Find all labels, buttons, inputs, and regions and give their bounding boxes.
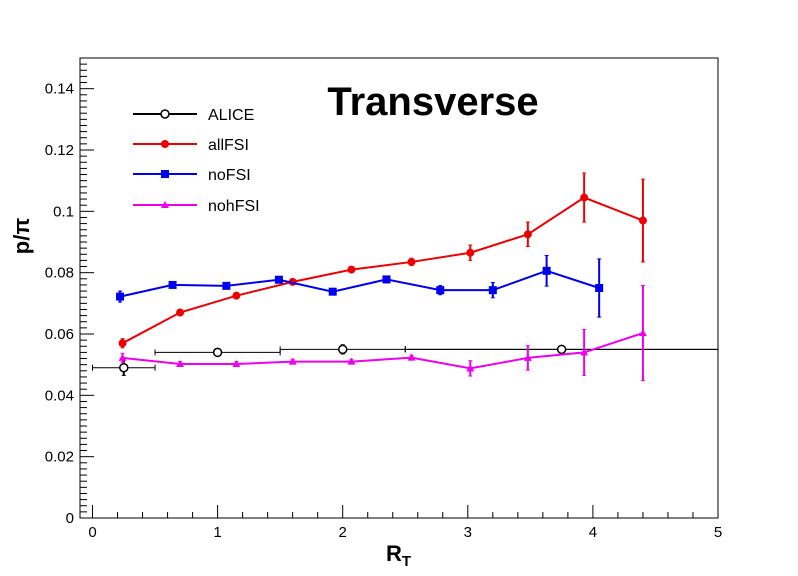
y-axis-title: p/π [9, 218, 34, 255]
series-nofsi [116, 254, 604, 318]
data-point [118, 339, 127, 348]
data-point [638, 329, 647, 337]
data-point [407, 353, 416, 361]
x-tick-label: 4 [589, 524, 597, 541]
axes: 0 1 2 3 4 5 0 0.02 0.04 0.06 0.08 0.1 0.12 0.14 [45, 63, 722, 541]
data-point [556, 344, 567, 355]
data-point [119, 362, 129, 373]
series-line-allfsi [122, 196, 644, 345]
data-point [288, 357, 297, 365]
y-tick-label: 0.06 [45, 326, 74, 343]
data-point [274, 275, 283, 284]
data-point [436, 286, 445, 295]
legend: ALICE allFSI noFSI nohFSI [133, 107, 260, 215]
series-layer [92, 172, 719, 382]
data-point [222, 281, 231, 290]
data-point [580, 193, 589, 202]
data-point [466, 248, 475, 257]
chart-title: Transverse [327, 80, 538, 124]
data-point [328, 287, 337, 296]
data-point [116, 292, 125, 301]
legend-marker-nofsi [161, 170, 169, 178]
data-point [347, 357, 356, 365]
data-point [176, 308, 185, 317]
data-point [488, 286, 497, 295]
series-allfsi [118, 172, 647, 349]
legend-label-alice: ALICE [208, 107, 254, 124]
data-point [595, 284, 604, 292]
series-alice [92, 344, 719, 376]
y-tick-label: 0.1 [53, 203, 74, 220]
legend-label-nofsi: noFSI [208, 167, 251, 184]
x-tick-label: 2 [339, 524, 347, 541]
series-line-nofsi [119, 269, 600, 298]
data-point [232, 360, 241, 368]
y-tick-label: 0.12 [45, 142, 74, 159]
y-tick-label: 0.04 [45, 387, 74, 404]
legend-label-allfsi: allFSI [208, 137, 249, 154]
series-nohfsi [118, 285, 647, 382]
x-tick-label: 3 [464, 524, 472, 541]
x-tick-label: 0 [88, 524, 96, 541]
y-tick-label: 0.14 [45, 81, 74, 98]
data-point [542, 266, 551, 275]
data-point [523, 230, 532, 239]
data-point [347, 265, 356, 274]
data-point [176, 360, 185, 368]
data-point [523, 353, 532, 361]
legend-marker-alice [160, 109, 170, 119]
data-point [407, 257, 416, 266]
data-point [638, 216, 647, 225]
series-line-nohfsi [122, 332, 644, 370]
y-tick-label: 0.02 [45, 449, 74, 466]
plot-frame [79, 57, 719, 519]
data-point [580, 348, 589, 356]
data-point [232, 291, 241, 300]
legend-marker-allfsi [161, 140, 169, 148]
x-axis-title-main: R [386, 541, 402, 566]
data-point [168, 280, 177, 289]
x-axis-title-sub: T [402, 553, 411, 570]
y-tick-label: 0.08 [45, 265, 74, 282]
data-point [382, 275, 391, 284]
data-point [212, 347, 223, 358]
data-point [466, 364, 475, 372]
y-tick-label: 0 [66, 510, 74, 527]
data-point [337, 344, 348, 355]
legend-label-nohfsi: nohFSI [208, 198, 260, 215]
legend-marker-nohfsi [161, 201, 169, 208]
x-tick-label: 5 [714, 524, 722, 541]
data-point [118, 353, 127, 361]
x-axis-title: RT [386, 541, 411, 570]
x-tick-label: 1 [213, 524, 221, 541]
